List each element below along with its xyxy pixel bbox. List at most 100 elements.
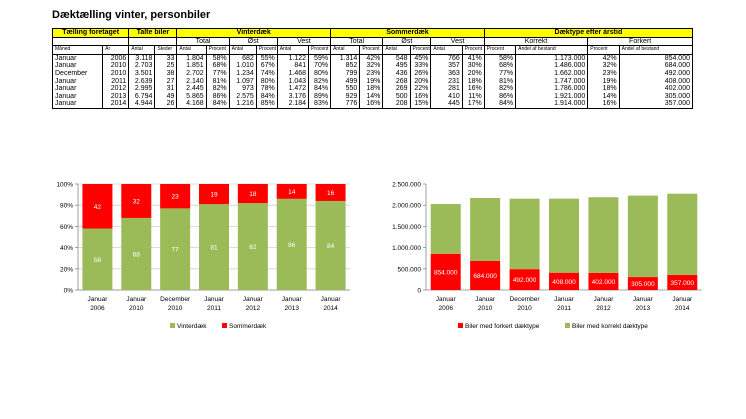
x-tick-label: 2010 bbox=[168, 305, 183, 312]
column-header: Procent bbox=[461, 45, 485, 55]
table-cell: 841 bbox=[276, 62, 310, 70]
table-cell: 268 bbox=[382, 77, 411, 86]
table-cell: 20% bbox=[409, 77, 432, 86]
x-tick-label: Januar bbox=[87, 296, 108, 303]
table-cell: 14% bbox=[359, 92, 384, 101]
data-label: 18 bbox=[249, 191, 257, 198]
table-cell: 2.575 bbox=[228, 92, 257, 101]
table-cell: 2006 bbox=[102, 54, 130, 63]
table-cell: 799 bbox=[330, 69, 361, 78]
x-tick-label: 2010 bbox=[517, 305, 532, 312]
bar-segment bbox=[627, 195, 658, 278]
table-cell: 27 bbox=[154, 77, 178, 86]
column-header: Antal bbox=[228, 45, 257, 55]
column-header: Procent bbox=[359, 45, 384, 55]
table-row: Januar 2010 2.703 25 1.851 68% 1.010 67% 841 70% 8… bbox=[51, 62, 694, 70]
column-header-row: Måned År Antal Steder Antal Procent Antal Proce… bbox=[51, 45, 694, 55]
group-header-row: Tælling foretaget Talte biler Vinterdæk … bbox=[51, 28, 694, 38]
data-label: 58 bbox=[94, 257, 102, 264]
column-header: Andel af bestand bbox=[618, 45, 694, 55]
column-header: Antal bbox=[330, 45, 361, 55]
table-cell: 1.314 bbox=[330, 54, 361, 63]
table-cell: 16% bbox=[587, 100, 620, 109]
column-header: Antal bbox=[382, 45, 411, 55]
table-cell: 15% bbox=[409, 100, 432, 109]
table-cell: 33% bbox=[409, 62, 432, 70]
table-cell: 26% bbox=[409, 69, 432, 78]
legend-swatch bbox=[222, 323, 227, 328]
column-header: Procent bbox=[483, 45, 517, 55]
table-cell: 58% bbox=[483, 54, 517, 63]
table-row: Januar 2014 4.944 26 4.168 84% 1.216 85% 2.184 83… bbox=[51, 100, 694, 109]
bar-segment bbox=[199, 184, 229, 205]
table-cell: 1.234 bbox=[228, 69, 257, 78]
table-cell: 70% bbox=[308, 62, 332, 70]
x-tick-label: 2012 bbox=[246, 305, 261, 312]
table-cell: 16% bbox=[359, 100, 384, 109]
table-cell: 1.786.000 bbox=[515, 85, 589, 93]
bar-segment bbox=[509, 269, 540, 290]
table-cell: Januar bbox=[51, 62, 104, 70]
header-tire-type-season: Dæktype efter årstid bbox=[483, 28, 694, 38]
table-cell: 20% bbox=[461, 69, 485, 78]
table-cell: 2.702 bbox=[176, 69, 207, 78]
table-cell: Januar bbox=[51, 54, 104, 63]
sub-header-summer-west: Vest bbox=[430, 37, 485, 46]
sub-header-winter-west: Vest bbox=[276, 37, 332, 46]
column-header: Procent bbox=[255, 45, 278, 55]
table-cell: 3.501 bbox=[128, 69, 156, 78]
table-cell: 42% bbox=[587, 54, 620, 63]
sub-header-row: Total Øst Vest Total Øst Vest Korrekt Fo… bbox=[51, 37, 693, 46]
x-tick-label: 2006 bbox=[90, 305, 105, 312]
table-cell: 31 bbox=[154, 85, 178, 93]
legend-swatch bbox=[170, 323, 175, 328]
car-count-stacked-bar-chart: 0 500.000 1.000.000 1.500.000 2.000.000 2.500… bbox=[392, 182, 702, 330]
x-tick-label: Januar bbox=[126, 296, 147, 303]
table-cell: 2013 bbox=[102, 92, 130, 101]
y-tick-label: 20% bbox=[60, 266, 73, 273]
table-cell: 32% bbox=[587, 62, 620, 70]
table-cell: 1.468 bbox=[276, 69, 310, 78]
table-cell: 499 bbox=[330, 77, 361, 86]
table-cell: 80% bbox=[308, 69, 332, 78]
table-cell: 208 bbox=[382, 100, 411, 109]
bar-segment bbox=[627, 277, 658, 290]
bar-segment bbox=[237, 184, 268, 204]
x-tick-label: 2011 bbox=[557, 305, 571, 312]
table-cell: 3.176 bbox=[276, 92, 310, 101]
table-cell: 3.118 bbox=[128, 54, 156, 63]
data-label: 77 bbox=[172, 247, 180, 254]
table-cell: 25 bbox=[154, 62, 178, 70]
table-cell: 26 bbox=[154, 100, 178, 109]
table-cell: 16% bbox=[409, 92, 432, 101]
table-cell: 2010 bbox=[102, 69, 130, 78]
table-cell: 1.472 bbox=[276, 85, 310, 93]
x-tick-label: Januar bbox=[321, 296, 342, 303]
x-tick-label: Januar bbox=[282, 296, 303, 303]
column-header: Antal bbox=[176, 45, 207, 55]
table-cell: 269 bbox=[382, 85, 411, 93]
bar-segment bbox=[470, 197, 501, 261]
table-cell: 89% bbox=[308, 92, 332, 101]
table-cell: 684.000 bbox=[618, 62, 694, 70]
x-tick-label: Januar bbox=[436, 296, 457, 303]
x-tick-label: Januar bbox=[672, 296, 693, 303]
table-cell: 445 bbox=[430, 100, 463, 109]
table-cell: 82% bbox=[205, 85, 230, 93]
table-cell: 82% bbox=[483, 85, 517, 93]
data-label: 854.000 bbox=[434, 269, 458, 276]
table-cell: 2.639 bbox=[128, 77, 156, 86]
column-header: Procent bbox=[587, 45, 620, 55]
tire-count-table: Tælling foretaget Talte biler Vinterdæk … bbox=[51, 28, 694, 109]
x-tick-label: 2012 bbox=[596, 305, 611, 312]
legend-label: Sommerdæk bbox=[229, 323, 267, 330]
x-tick-label: Januar bbox=[633, 296, 654, 303]
table-cell: 402.000 bbox=[618, 85, 694, 93]
header-winter-tires: Vinterdæk bbox=[176, 28, 332, 38]
y-tick-label: 2.500.000 bbox=[392, 182, 421, 189]
column-header: Procent bbox=[308, 45, 332, 55]
table-cell: 19% bbox=[359, 77, 384, 86]
table-cell: 2010 bbox=[102, 62, 130, 70]
y-tick-label: 1.000.000 bbox=[392, 245, 421, 252]
y-tick-label: 0 bbox=[417, 288, 421, 295]
